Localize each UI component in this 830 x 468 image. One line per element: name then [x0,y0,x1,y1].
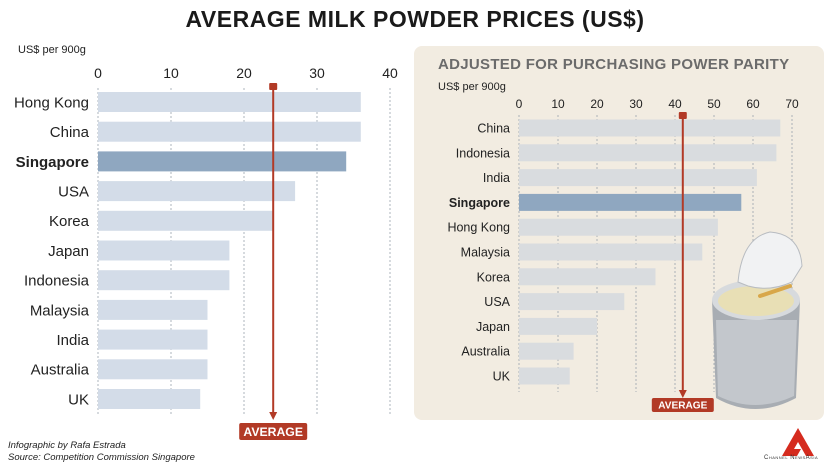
bar [519,243,703,261]
bar [98,299,208,320]
category-label: Malaysia [30,302,90,319]
category-label: Singapore [16,154,89,171]
x-tick-label: 20 [590,97,604,111]
category-label: Australia [461,345,510,359]
ppp-chart: 0 10 20 30 40 50 60 70 China Indonesia India Singap… [447,97,799,412]
bar [98,389,201,409]
category-label: Singapore [449,196,510,210]
x-tick-label: 50 [707,97,721,111]
x-tick-label: 10 [551,97,565,111]
bar [519,169,757,187]
bar [519,342,574,360]
bar [98,92,361,112]
category-label: UK [68,391,89,408]
category-label: China [477,122,510,136]
category-label: Indonesia [24,273,90,290]
x-tick-label: 70 [785,97,799,111]
channel-newsasia-logo [782,428,814,456]
category-label: Korea [477,270,510,284]
category-label: India [483,171,510,185]
source-credit: Source: Competition Commission Singapore [8,452,195,463]
bar [98,121,361,142]
bar [98,329,208,350]
bar [98,270,230,291]
tin-shade [716,320,797,405]
bar [519,218,718,236]
tin-scoop [758,284,792,298]
bar [98,181,296,202]
bar [519,119,781,137]
category-label: UK [493,370,511,384]
chart-title: AVERAGE MILK POWDER PRICES (US$) [185,6,645,32]
average-label: AVERAGE [658,401,707,412]
bar [519,193,742,211]
ppp-chart-title: ADJUSTED FOR PURCHASING POWER PARITY [438,56,790,73]
category-label: Japan [476,320,510,334]
bar [519,144,777,162]
x-tick-label: 0 [94,65,102,81]
category-label: Hong Kong [14,94,89,111]
category-label: Hong Kong [447,221,510,235]
average-arrow [269,412,278,420]
category-label: Korea [49,213,90,230]
average-marker-top [678,112,687,119]
x-tick-label: 30 [309,65,325,81]
tin-lid [737,231,803,289]
x-tick-label: 40 [382,65,398,81]
x-tick-label: 0 [516,97,523,111]
bar [98,210,274,231]
x-tick-label: 40 [668,97,682,111]
bar [519,293,625,311]
bar [98,240,230,261]
x-tick-label: 30 [629,97,643,111]
category-label: Australia [31,362,90,379]
milk-tin-illustration [712,231,803,409]
tin-powder [718,286,794,316]
category-label: India [56,332,89,349]
category-label: USA [58,184,89,201]
average-label-box [651,398,714,412]
x-tick-label: 10 [163,65,179,81]
bar [98,151,347,172]
bar [519,367,570,385]
category-label: China [50,124,90,141]
x-tick-label: 60 [746,97,760,111]
average-label-box [239,423,308,440]
left-unit-label: US$ per 900g [18,44,86,56]
average-marker-top [269,83,278,90]
right-unit-label: US$ per 900g [438,81,506,93]
bar [98,359,208,380]
bar [519,268,656,286]
infographic-credit: Infographic by Rafa Estrada [8,440,126,451]
category-label: Indonesia [456,146,510,160]
logo-text: Channel NewsAsia [764,455,819,461]
price-chart: 0 10 20 30 40 Hong Kong China Singapore USA Korea… [14,65,398,440]
x-tick-label: 20 [236,65,252,81]
average-label: AVERAGE [243,425,303,439]
category-label: Japan [48,243,89,260]
average-arrow [678,390,687,398]
category-label: Malaysia [461,246,510,260]
category-label: USA [484,295,510,309]
bar [519,317,597,335]
